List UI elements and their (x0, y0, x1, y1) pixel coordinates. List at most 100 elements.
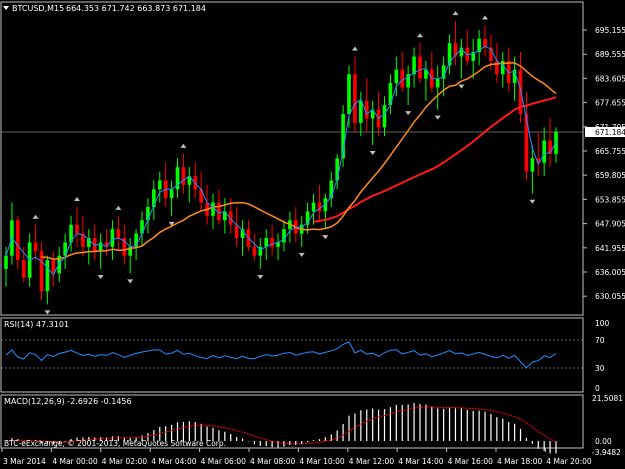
fractal-down-icon (369, 151, 376, 156)
fractal-up-icon (180, 143, 187, 148)
rsi-level-70: 70 (595, 336, 605, 345)
candle (394, 56, 399, 97)
candle (181, 153, 186, 194)
candle (187, 167, 192, 203)
candle (128, 237, 132, 274)
candle (500, 52, 505, 88)
time-tick-label: 4 Mar 00:00 (52, 457, 98, 466)
time-tick-label: 4 Mar 14:00 (398, 457, 444, 466)
candle (471, 38, 476, 79)
candle (199, 171, 203, 212)
fractal-up-icon (351, 46, 358, 51)
main-price-pane[interactable] (0, 1, 584, 316)
time-tick-label: 3 Mar 2014 (3, 457, 46, 466)
fractal-up-icon (416, 33, 423, 38)
rsi-level-30: 30 (595, 364, 605, 373)
fractal-down-icon (298, 252, 305, 257)
macd-bottom-value: -3.9482 (592, 448, 621, 457)
candle (211, 193, 215, 230)
candle (63, 233, 67, 269)
collapse-arrow-icon[interactable] (3, 6, 9, 10)
candle (353, 56, 357, 132)
candle (122, 224, 127, 265)
candle (388, 74, 393, 115)
fractal-up-icon (452, 11, 459, 16)
candle (146, 198, 150, 234)
candle (524, 91, 529, 181)
candle (364, 78, 369, 132)
rsi-pane[interactable]: RSI(14) 47.3101 100 70 30 0 (0, 317, 610, 393)
macd-top-value: 21.5081 (592, 394, 623, 403)
time-tick-label: 4 Mar 02:00 (102, 457, 148, 466)
candle (341, 105, 345, 168)
macd-signal-line (5, 406, 557, 445)
candle (75, 206, 79, 247)
candle (81, 215, 85, 256)
candle (329, 171, 334, 207)
fractal-up-icon (482, 15, 489, 20)
price-axis[interactable]: 695.155689.555683.605677.655671.705665.7… (583, 26, 625, 301)
candle (4, 246, 8, 287)
candle (453, 21, 458, 66)
fractal-down-icon (434, 115, 441, 120)
candle (252, 233, 257, 261)
price-tick-label: 695.155 (595, 26, 625, 35)
time-tick-label: 4 Mar 18:00 (497, 457, 543, 466)
candle (317, 184, 322, 221)
current-price-marker: 671.184 (585, 127, 625, 137)
ma-mid-line (41, 62, 557, 260)
rsi-label: RSI(14) 47.3101 (4, 320, 69, 329)
rsi-level-0: 0 (595, 384, 600, 393)
candle (51, 251, 56, 287)
candle (157, 171, 162, 203)
macd-pane[interactable]: MACD(12,26,9) -2.6926 -0.1456 21.5081 0.… (0, 394, 623, 457)
price-tick-label: 677.655 (595, 99, 625, 108)
candle (45, 255, 50, 305)
candle (495, 43, 499, 84)
time-tick-label: 4 Mar 06:00 (201, 457, 247, 466)
symbol-label: BTCUSD,M15 (12, 4, 64, 13)
candle (323, 193, 328, 230)
candle (311, 193, 316, 225)
time-tick-label: 4 Mar 10:00 (299, 457, 345, 466)
candle (542, 127, 546, 177)
candle (57, 246, 62, 283)
fractal-down-icon (458, 84, 465, 89)
time-tick-label: 4 Mar 08:00 (250, 457, 296, 466)
candle (465, 29, 470, 66)
copyright-text: BTC-eExchange, © 2001-2013, MetaQuotes S… (4, 439, 226, 448)
candle (16, 215, 20, 269)
rsi-level-100: 100 (595, 319, 610, 328)
ma-fast-line (5, 45, 557, 276)
candle (223, 198, 227, 234)
ohlc-values: 664.353 671.742 663.873 671.184 (66, 4, 206, 13)
candle (282, 220, 286, 252)
candle (483, 25, 487, 57)
fractal-down-icon (97, 274, 104, 279)
price-tick-label: 653.855 (595, 195, 625, 204)
price-tick-label: 689.555 (595, 50, 625, 59)
candle (264, 229, 269, 261)
fractal-up-icon (32, 214, 39, 219)
fractal-down-icon (405, 111, 412, 116)
candle (548, 118, 552, 168)
price-tick-label: 659.805 (595, 171, 625, 180)
candle (406, 65, 410, 106)
fractal-down-icon (44, 310, 51, 315)
price-tick-label: 683.605 (595, 74, 625, 83)
candle (370, 100, 375, 146)
candle (512, 56, 517, 101)
fractal-down-icon (529, 199, 536, 204)
candle (116, 215, 121, 252)
symbol-header: BTCUSD,M15 664.353 671.742 663.873 671.1… (3, 4, 206, 13)
time-axis[interactable]: 3 Mar 2014 4 Mar 00:00 4 Mar 02:00 4 Mar 04… (1, 448, 592, 466)
candle (412, 47, 416, 88)
candle (447, 34, 452, 75)
candle (92, 224, 97, 261)
fractal-up-icon (73, 196, 80, 201)
candle (305, 202, 310, 234)
macd-label: MACD(12,26,9) -2.6926 -0.1456 (4, 397, 132, 406)
candle (152, 180, 156, 221)
rsi-line (5, 341, 557, 369)
